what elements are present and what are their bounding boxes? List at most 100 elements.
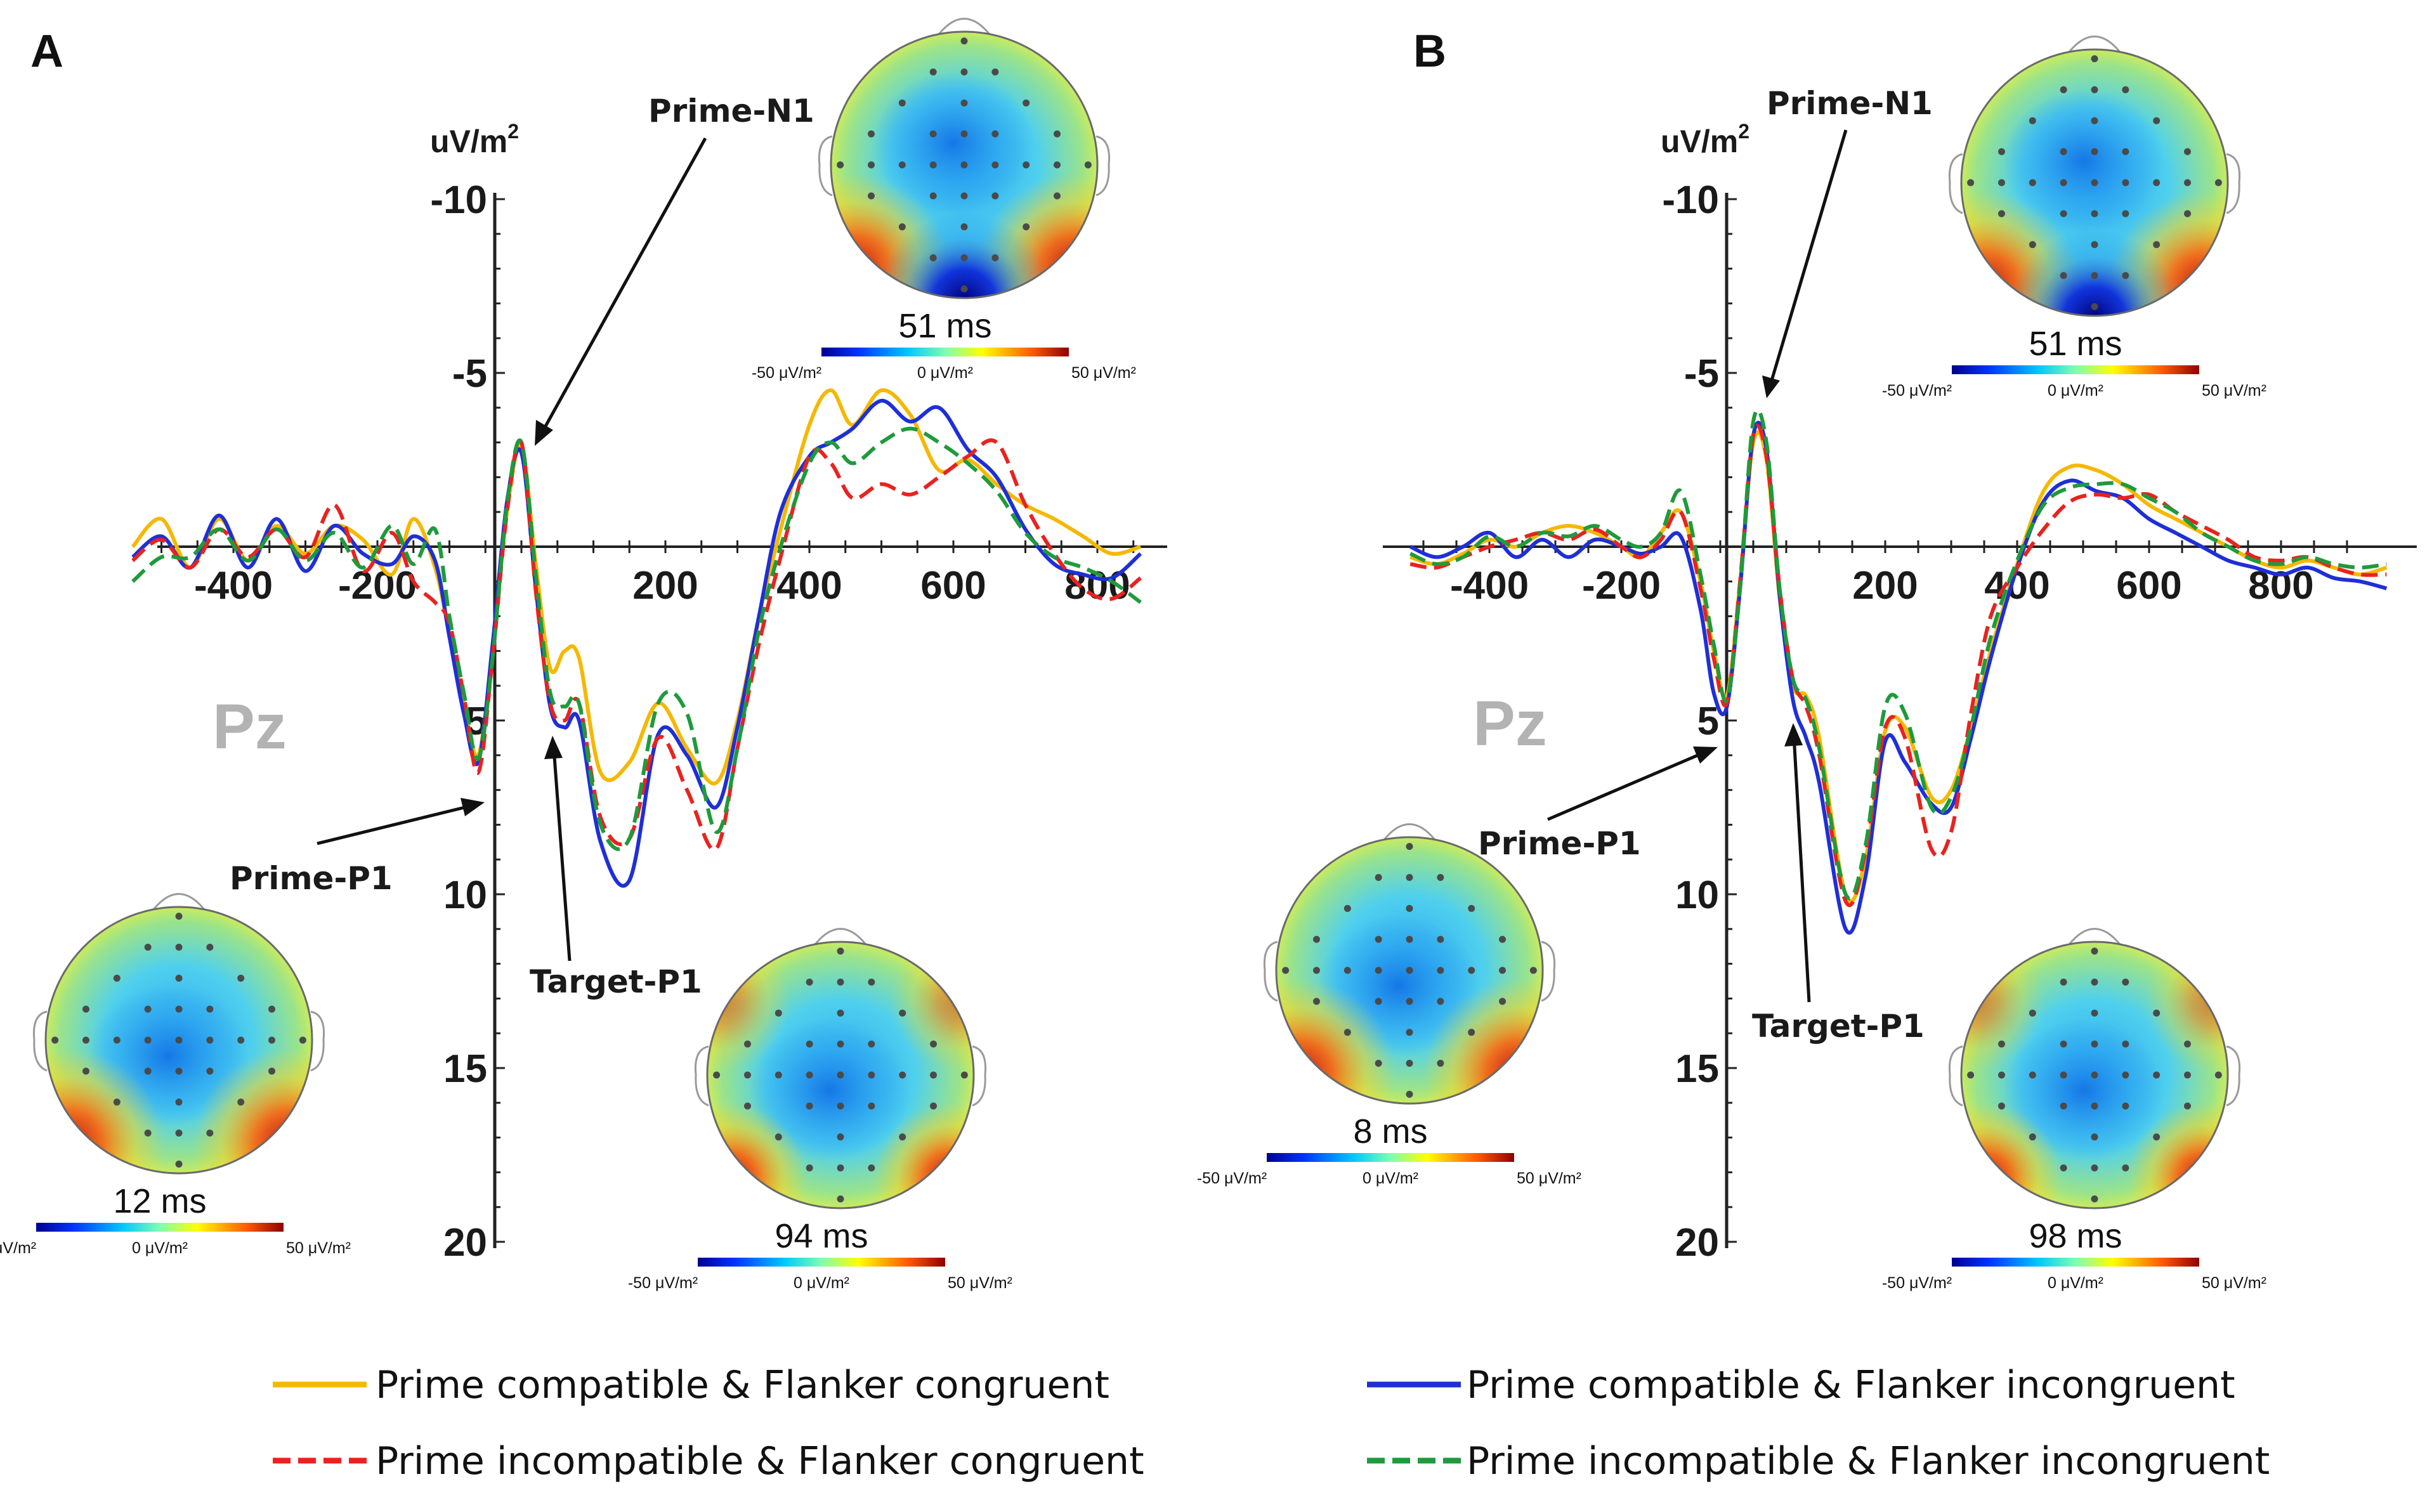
annotation-prime-n1-b: Prime-N1 (1762, 85, 1933, 398)
head-outline (1275, 836, 1544, 1105)
head-outline (706, 941, 975, 1209)
electrode-dot (991, 192, 999, 200)
electrode-dot (867, 130, 875, 138)
electrode-dot (175, 1098, 183, 1106)
electrode-dot (1375, 998, 1382, 1005)
y-tick-label: 15 (1675, 1047, 1719, 1091)
panel-b-label: B (1413, 26, 1446, 77)
x-tick-label: -400 (1450, 564, 1529, 608)
legend-item: Prime incompatible & Flanker incongruent (1367, 1439, 2270, 1483)
nose-shape (2068, 36, 2121, 53)
electrode-dot (206, 943, 214, 951)
electrode-dot (237, 1036, 245, 1044)
electrode-dot (113, 1098, 121, 1106)
electrode-dot (1406, 998, 1413, 1005)
colorbar (698, 1258, 945, 1267)
electrode-dot (1406, 967, 1413, 974)
svg-text:Prime-N1: Prime-N1 (648, 93, 814, 129)
svg-text:Prime incompatible & Flanker c: Prime incompatible & Flanker congruent (376, 1439, 1144, 1483)
x-tick-label: 600 (2116, 564, 2181, 608)
topomap-b-98ms: 98 ms -50 μV/m² 0 μV/m² 50 μV/m² (1882, 928, 2266, 1292)
svg-text:Target-P1: Target-P1 (530, 963, 702, 1000)
series-line (131, 426, 1142, 851)
electrode-dot (775, 1009, 782, 1017)
colorbar-label: 50 μV/m² (1517, 1170, 1581, 1187)
topomap-time-label: 51 ms (2029, 325, 2122, 363)
electrode-dot (2153, 1009, 2161, 1017)
topomap-time-label: 8 ms (1353, 1112, 1427, 1150)
electrode-dot (2153, 241, 2161, 249)
panel-a-label: A (30, 26, 63, 77)
x-tick-label: 200 (1852, 564, 1918, 608)
electrode-dot (268, 1005, 276, 1013)
y-tick-label: -5 (1684, 352, 1719, 396)
electrode-dot (2122, 1040, 2129, 1048)
right-ear-shape (972, 1045, 987, 1107)
electrode-dot (113, 974, 121, 982)
electrode-dot (1997, 1071, 2005, 1079)
electrode-dot (2060, 978, 2067, 986)
electrode-dot (1406, 843, 1413, 850)
electrode-dot (868, 1071, 875, 1079)
electrode-dot (2091, 1133, 2098, 1141)
right-ear-shape (2226, 1045, 2241, 1107)
electrode-dot (867, 161, 875, 169)
electrode-dot (837, 161, 844, 169)
electrode-dot (1967, 1071, 1975, 1079)
electrode-dot (929, 254, 937, 262)
electrode-dot (2091, 1164, 2098, 1172)
electrode-dot (144, 943, 152, 951)
electrode-dot (51, 1036, 59, 1044)
right-ear-shape (2226, 153, 2241, 214)
electrode-dot (2091, 1071, 2098, 1079)
series-line (1409, 408, 2387, 901)
colorbar-label: -50 μV/m² (1882, 1274, 1952, 1292)
electrode-dot (1343, 904, 1351, 912)
electrode-dot (206, 1036, 214, 1044)
electrode-dot (299, 1036, 306, 1044)
electrode-dot (82, 1067, 89, 1075)
electrode-dot (2122, 86, 2129, 93)
electrode-dot (1312, 967, 1320, 974)
svg-text:Prime-P1: Prime-P1 (230, 860, 393, 897)
topomap-b-8ms: 8 ms -50 μV/m² 0 μV/m² 50 μV/m² (1197, 823, 1581, 1187)
electrode-dot (2122, 1071, 2129, 1079)
electrode-dot (1406, 873, 1413, 881)
y-tick-label: 20 (443, 1221, 487, 1265)
electrode-dot (1282, 967, 1290, 974)
electrode-dot (1054, 130, 1061, 138)
electrode-dot (929, 161, 937, 169)
svg-text:Prime compatible & Flanker con: Prime compatible & Flanker congruent (376, 1363, 1109, 1407)
electrode-dot (2029, 1009, 2036, 1017)
colorbar-label: 50 μV/m² (2202, 1274, 2266, 1292)
electrode-dot (1437, 873, 1444, 881)
electrode-dot (837, 1040, 844, 1048)
electrode-dot (2122, 1102, 2129, 1110)
electrode-dot (1343, 967, 1351, 974)
topomap-a-12ms: 12 ms -50 μV/m² 0 μV/m² 50 μV/m² (0, 893, 351, 1257)
series-line (131, 438, 1142, 852)
y-tick-label: 15 (443, 1047, 487, 1091)
nose-shape (814, 928, 867, 945)
series-line (131, 388, 1141, 786)
electrode-dot (1997, 1102, 2005, 1110)
electrode-dot (144, 1067, 152, 1075)
nose-shape (938, 18, 991, 35)
svg-text:Prime incompatible & Flanker i: Prime incompatible & Flanker incongruent (1467, 1439, 2270, 1483)
y-tick-label: 10 (443, 873, 487, 917)
electrode-dot (2091, 272, 2098, 280)
electrode-dot (2060, 86, 2067, 93)
electrode-dot (930, 1102, 938, 1110)
electrode-dot (2184, 1102, 2192, 1110)
panel-a-electrode-label: Pz (212, 691, 287, 762)
electrode-dot (1375, 967, 1382, 974)
electrode-dot (1499, 935, 1507, 943)
electrode-dot (743, 1071, 751, 1079)
colorbar-label: -50 μV/m² (0, 1239, 36, 1257)
electrode-dot (2122, 179, 2129, 186)
colorbar-label: -50 μV/m² (1197, 1170, 1267, 1187)
electrode-dot (991, 161, 999, 169)
topomap-time-label: 94 ms (775, 1217, 868, 1255)
electrode-dot (237, 1098, 245, 1106)
series-line (1409, 424, 2387, 908)
